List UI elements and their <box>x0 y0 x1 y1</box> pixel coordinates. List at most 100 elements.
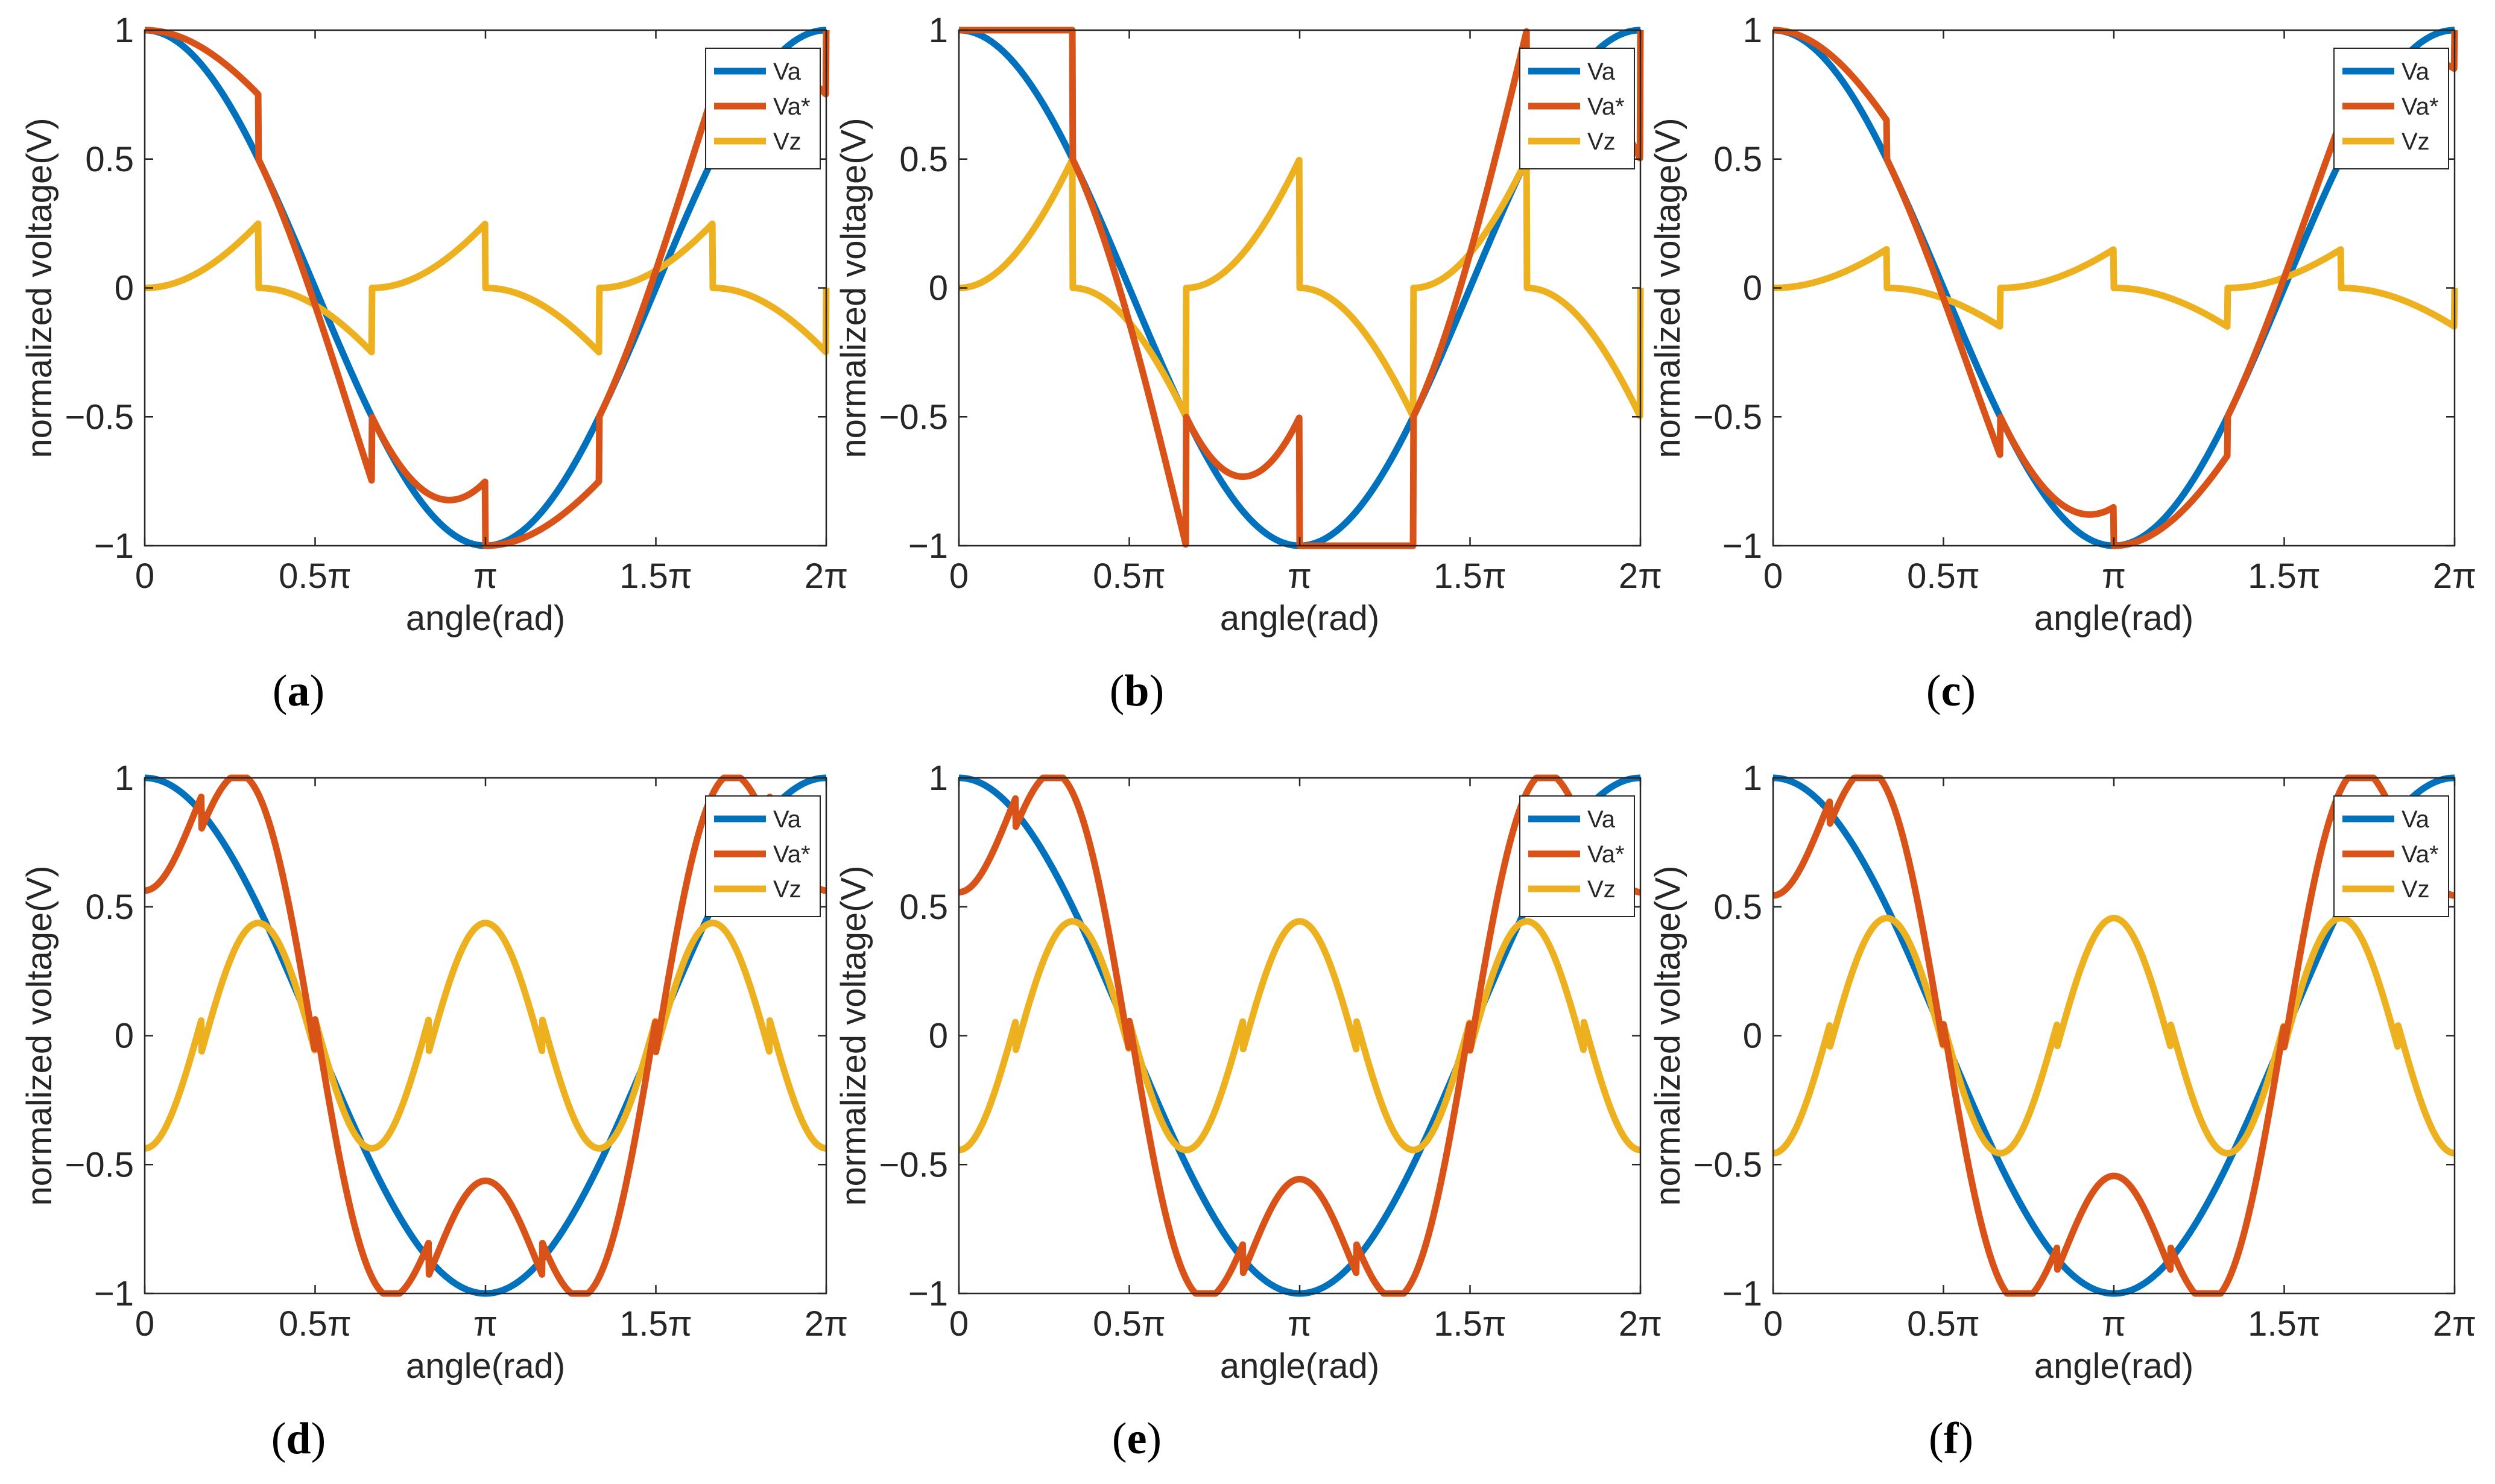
legend-label: Vz <box>773 128 802 155</box>
panel-f: 0 0.5π π 1.5π 2π −1 −0.5 0 0.5 1 angle(rad) normali… <box>1648 759 2476 1463</box>
y-tick-label: 1 <box>1743 11 1762 50</box>
y-tick-label: 0 <box>929 1017 948 1056</box>
panel-label: (f) <box>1929 1414 1973 1463</box>
panel-b: 0 0.5π π 1.5π 2π −1 −0.5 0 0.5 1 angle(rad) normali… <box>834 11 1662 716</box>
y-axis-label: normalized voltage(V) <box>20 118 59 458</box>
panel-label: (e) <box>1112 1414 1162 1463</box>
x-tick-label: 2π <box>2433 1304 2476 1343</box>
y-tick-label: 1 <box>115 11 134 50</box>
x-tick-label: π <box>2102 557 2126 596</box>
series-line-vz <box>1770 246 2458 330</box>
x-tick-label: 1.5π <box>1434 1304 1507 1343</box>
y-tick-label: 1 <box>929 759 948 798</box>
panel-d: 0 0.5π π 1.5π 2π −1 −0.5 0 0.5 1 angle(rad) normali… <box>20 759 848 1463</box>
legend-label: Vz <box>1587 128 1616 155</box>
panel-label: (a) <box>273 666 324 716</box>
y-tick-label: 0 <box>929 269 948 308</box>
legend: Va Va* Vz <box>2333 48 2449 169</box>
y-axis-label: normalized voltage(V) <box>1648 118 1687 458</box>
x-tick-label: π <box>473 557 498 596</box>
x-tick-label: 0 <box>135 1304 154 1343</box>
legend: Va Va* Vz <box>2333 795 2449 917</box>
legend-label: Va* <box>1587 93 1625 120</box>
panel-label: (b) <box>1110 666 1164 716</box>
panel-a: 0 0.5π π 1.5π 2π −1 −0.5 0 0.5 1 angle(rad) normali… <box>20 11 848 716</box>
x-tick-label: 0 <box>949 557 969 596</box>
y-tick-label: 0 <box>115 269 134 308</box>
legend-label: Va <box>2402 58 2430 85</box>
series-line-va-star <box>956 774 1643 1297</box>
y-tick-label: 1 <box>115 759 134 798</box>
y-tick-label: −0.5 <box>879 397 949 437</box>
panel-label: (d) <box>271 1414 326 1463</box>
x-tick-label: 1.5π <box>619 1304 692 1343</box>
series-line-vz <box>956 918 1643 1154</box>
y-tick-label: 0 <box>1743 1017 1762 1056</box>
x-axis-label: angle(rad) <box>2034 1347 2193 1386</box>
x-tick-label: π <box>1288 1304 1312 1343</box>
y-tick-label: −1 <box>908 1274 948 1313</box>
legend: Va Va* Vz <box>705 795 821 917</box>
y-tick-label: 1 <box>929 11 948 50</box>
y-tick-label: −1 <box>1722 1274 1762 1313</box>
legend-label: Va <box>1587 806 1616 833</box>
y-axis-label: normalized voltage(V) <box>834 118 873 458</box>
legend-label: Va <box>1587 58 1616 85</box>
x-tick-label: 0.5π <box>1093 557 1166 596</box>
x-tick-label: 0 <box>1763 557 1783 596</box>
x-tick-label: 1.5π <box>1434 557 1507 596</box>
x-axis-label: angle(rad) <box>1220 1347 1379 1386</box>
x-axis-label: angle(rad) <box>2034 599 2193 638</box>
x-tick-label: 1.5π <box>2248 1304 2321 1343</box>
series-line-vz <box>142 220 830 356</box>
y-tick-label: 0 <box>115 1017 134 1056</box>
x-tick-label: 2π <box>2433 557 2476 596</box>
x-tick-label: 2π <box>805 1304 848 1343</box>
legend-label: Vz <box>2402 128 2430 155</box>
x-tick-label: π <box>2102 1304 2126 1343</box>
legend: Va Va* Vz <box>705 48 821 169</box>
y-tick-label: −1 <box>908 526 948 566</box>
x-tick-label: 0 <box>135 557 154 596</box>
legend-label: Vz <box>773 876 802 903</box>
x-tick-label: 0 <box>949 1304 969 1343</box>
series-line-vz <box>1770 915 2458 1157</box>
y-tick-label: 0.5 <box>899 140 948 179</box>
y-tick-label: 0.5 <box>899 888 948 927</box>
legend: Va Va* Vz <box>1519 795 1635 917</box>
panel-c: 0 0.5π π 1.5π 2π −1 −0.5 0 0.5 1 angle(rad) normali… <box>1648 11 2476 716</box>
legend-label: Va* <box>773 93 811 120</box>
panel-label: (c) <box>1926 666 1976 716</box>
y-tick-label: −0.5 <box>1693 397 1763 437</box>
legend: Va Va* Vz <box>1519 48 1635 169</box>
series-line-va-star <box>1770 774 2458 1297</box>
x-tick-label: 0.5π <box>1093 1304 1166 1343</box>
y-tick-label: 1 <box>1743 759 1762 798</box>
series-line-vz <box>956 156 1644 420</box>
legend-label: Va* <box>2402 93 2439 120</box>
legend-label: Va* <box>773 841 811 868</box>
y-axis-label: normalized voltage(V) <box>834 865 873 1205</box>
y-tick-label: −1 <box>1722 526 1762 566</box>
legend-label: Va* <box>1587 841 1625 868</box>
y-tick-label: 0 <box>1743 269 1762 308</box>
y-tick-label: −0.5 <box>65 397 134 437</box>
y-axis-label: normalized voltage(V) <box>20 865 59 1205</box>
x-axis-label: angle(rad) <box>1220 599 1379 638</box>
legend-label: Va <box>2402 806 2430 833</box>
x-tick-label: 0 <box>1763 1304 1783 1343</box>
y-axis-label: normalized voltage(V) <box>1648 865 1687 1205</box>
legend-label: Va <box>773 58 802 85</box>
y-tick-label: 0.5 <box>85 888 134 927</box>
x-tick-label: 0.5π <box>1907 1304 1980 1343</box>
y-tick-label: 0.5 <box>1713 140 1762 179</box>
x-tick-label: 2π <box>805 557 848 596</box>
y-tick-label: 0.5 <box>85 140 134 179</box>
x-tick-label: 0.5π <box>1907 557 1980 596</box>
legend-label: Va <box>773 806 802 833</box>
x-tick-label: 0.5π <box>279 1304 352 1343</box>
series-line-va-star <box>142 774 829 1297</box>
x-tick-label: π <box>473 1304 498 1343</box>
x-tick-label: 1.5π <box>619 557 692 596</box>
